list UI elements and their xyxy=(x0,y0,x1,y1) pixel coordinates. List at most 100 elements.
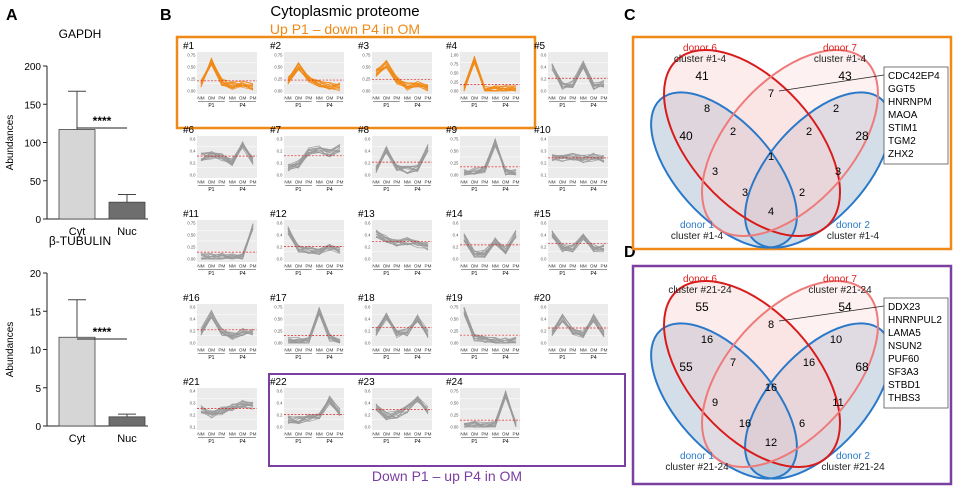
y-tick-label: 0.50 xyxy=(187,65,196,70)
x-tick-label: OM xyxy=(208,180,216,185)
bar-nuc xyxy=(108,201,146,220)
y-tick-label: 150 xyxy=(24,100,41,111)
venn-count-d1_only: 55 xyxy=(679,360,693,374)
cluster-id: #12 xyxy=(270,209,287,220)
group-label-p4: P4 xyxy=(415,103,421,109)
cluster-id: #1 xyxy=(183,41,195,52)
gene-name: HNRNPM xyxy=(888,97,932,108)
group-label-p1: P1 xyxy=(471,187,477,193)
venn-outline-donor-2 xyxy=(744,91,892,249)
profile-line xyxy=(463,307,517,344)
x-tick-label: NM xyxy=(492,348,499,353)
x-tick-label: PM xyxy=(337,264,344,269)
x-tick-label: PM xyxy=(569,348,576,353)
profile-line xyxy=(200,223,254,260)
x-tick-label: OM xyxy=(590,96,598,101)
x-tick-label: OM xyxy=(208,432,216,437)
x-tick-label: PM xyxy=(601,264,608,269)
y-tick-label: 0.0 xyxy=(190,173,196,178)
profile-line xyxy=(375,233,429,246)
profile-line xyxy=(375,235,429,246)
group-label-p4: P4 xyxy=(503,439,509,445)
venn-set-cluster: cluster #21-24 xyxy=(668,285,732,296)
venn-count-d6_only: 41 xyxy=(695,69,709,83)
group-label-p1: P1 xyxy=(208,187,214,193)
x-tick-label: OM xyxy=(414,432,422,437)
group-label-p4: P4 xyxy=(591,187,597,193)
y-tick-label: 0.6 xyxy=(541,221,547,226)
x-tick-label: PM xyxy=(601,96,608,101)
x-tick-label: OM xyxy=(208,348,216,353)
x-tick-label: NM xyxy=(284,180,291,185)
venn-fill-donor-1 xyxy=(651,92,797,248)
profile-line xyxy=(375,65,429,88)
profile-line xyxy=(200,317,254,337)
x-tick-label: NM xyxy=(404,180,411,185)
x-tick-label: OM xyxy=(295,180,303,185)
x-tick-label: NM xyxy=(372,348,379,353)
y-tick-label: 0.2 xyxy=(190,413,196,418)
y-tick-label: 0.2 xyxy=(453,245,459,250)
x-tick-label: PM xyxy=(218,432,225,437)
y-tick-label: 0.25 xyxy=(274,329,283,334)
y-tick-label: 0.0 xyxy=(277,173,283,178)
gene-leader-line xyxy=(778,305,885,322)
venn-fill-donor-7 xyxy=(702,50,878,236)
y-tick-label: 0.00 xyxy=(274,341,283,346)
x-tick-label: OM xyxy=(590,264,598,269)
x-tick-label: PM xyxy=(601,348,608,353)
y-tick-label: 0.2 xyxy=(365,413,371,418)
profile-line xyxy=(287,401,341,418)
panel-letter-a: A xyxy=(6,7,18,24)
venn-count-d2_only: 68 xyxy=(855,360,869,374)
y-tick-label: 0.3 xyxy=(277,137,283,142)
x-tick-label: PM xyxy=(218,264,225,269)
x-tick-label: OM xyxy=(383,96,391,101)
y-tick-label: 0.6 xyxy=(190,137,196,142)
cluster-id: #5 xyxy=(534,41,546,52)
venn-set-name: donor 6 xyxy=(683,43,717,54)
y-tick-label: 0.6 xyxy=(365,389,371,394)
y-tick-label: 0.4 xyxy=(277,233,283,238)
x-tick-label: NM xyxy=(492,264,499,269)
y-tick-label: 0.2 xyxy=(541,77,547,82)
x-tick-label: OM xyxy=(383,432,391,437)
group-label-p1: P1 xyxy=(383,103,389,109)
cluster-id: #17 xyxy=(270,293,287,304)
x-tick-label: NM xyxy=(404,348,411,353)
x-tick-label: OM xyxy=(295,264,303,269)
venn-count-d6_d1: 16 xyxy=(701,334,713,346)
group-label-p4: P4 xyxy=(240,439,246,445)
x-tick-label: PM xyxy=(513,180,520,185)
x-tick-label: NM xyxy=(580,96,587,101)
y-tick-label: 0.25 xyxy=(450,329,459,334)
gene-name: CDC42EP4 xyxy=(888,71,940,82)
x-tick-label: PM xyxy=(393,264,400,269)
profile-line xyxy=(200,401,254,413)
venn-set-cluster: cluster #1-4 xyxy=(674,54,727,65)
y-tick-label: 0.0 xyxy=(541,257,547,262)
x-tick-label: NM xyxy=(492,180,499,185)
cluster-id: #8 xyxy=(358,125,370,136)
group-label-p4: P4 xyxy=(415,271,421,277)
y-tick-label: 0.2 xyxy=(541,329,547,334)
group-label-p1: P1 xyxy=(559,103,565,109)
y-tick-label: 0.6 xyxy=(277,221,283,226)
venn-fill-donor-7 xyxy=(702,281,878,467)
venn-set-name: donor 1 xyxy=(680,451,714,462)
x-tick-label: NM xyxy=(197,348,204,353)
gene-name: ZHX2 xyxy=(888,149,914,160)
x-tick-label: NM xyxy=(460,264,467,269)
group-label-p1: P1 xyxy=(471,103,477,109)
venn-count-all: 1 xyxy=(768,151,774,163)
group-label-p4: P4 xyxy=(327,271,333,277)
profile-line xyxy=(375,231,429,247)
